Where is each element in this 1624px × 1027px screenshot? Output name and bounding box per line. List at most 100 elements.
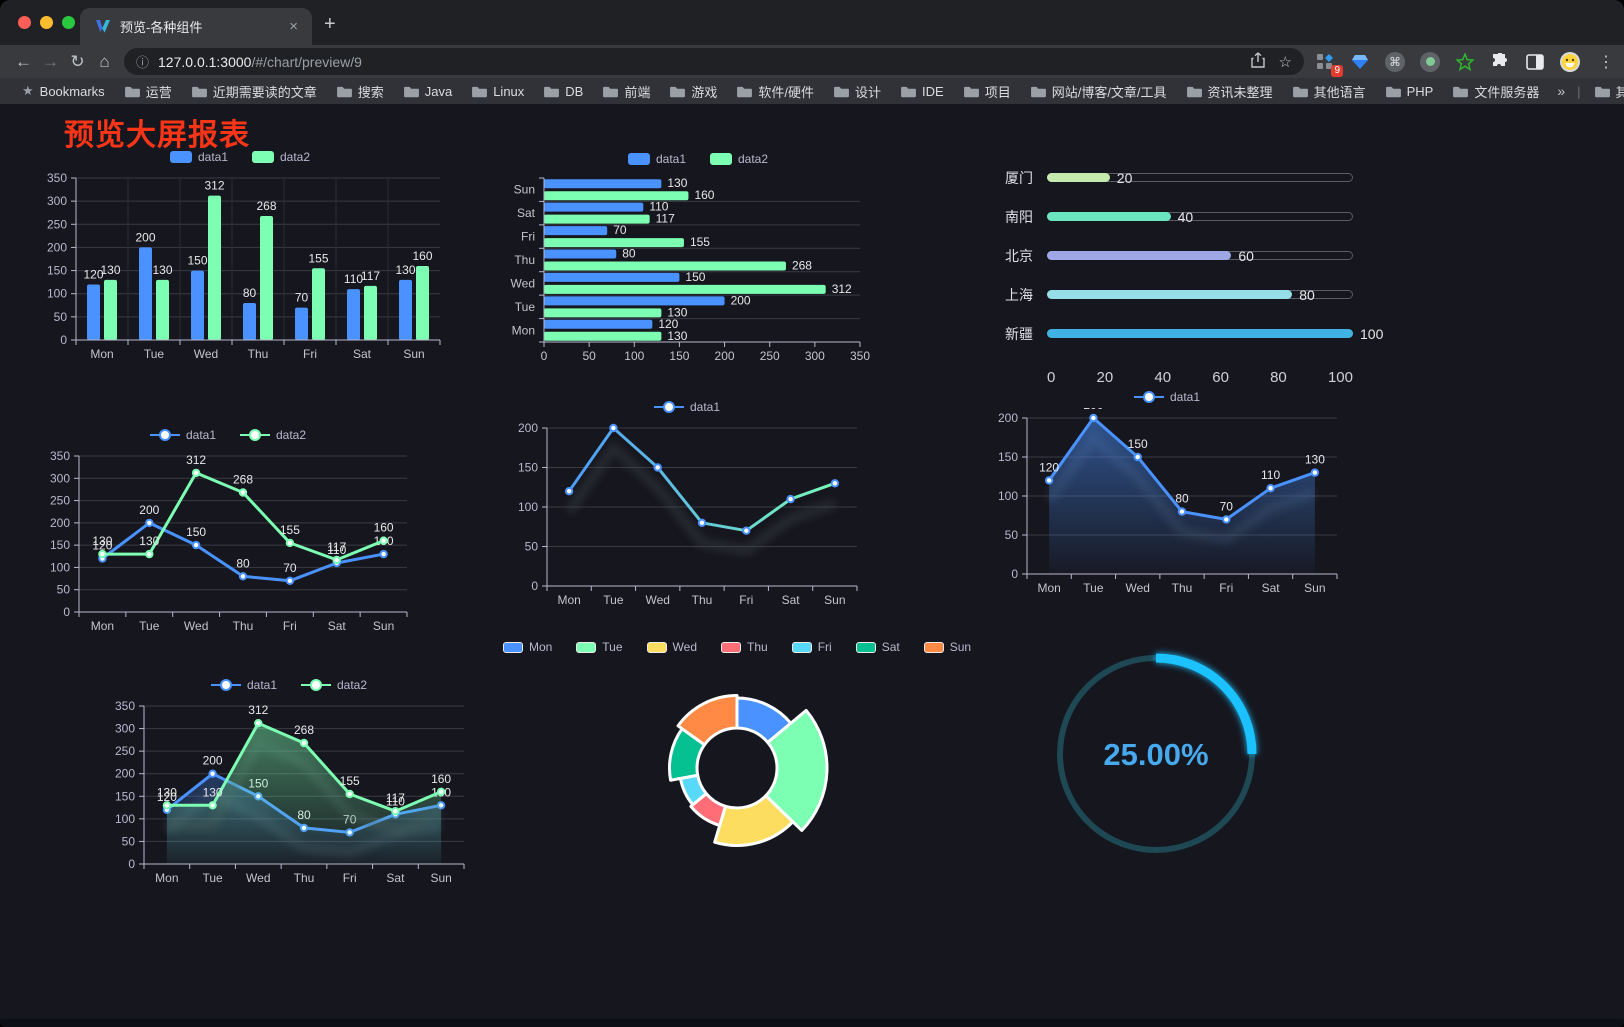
browser-tab[interactable]: 预览-各种组件 × xyxy=(80,8,312,45)
legend-item[interactable]: data2 xyxy=(710,152,768,166)
browser-menu-icon[interactable]: ⋮ xyxy=(1598,53,1614,71)
chart-grouped-bar-horizontal: data1 data2 0 50 100 150 200 250 300 350 120 200 150… xyxy=(500,148,896,368)
url-host: 127.0.0.1:3000 xyxy=(158,53,252,70)
legend-item[interactable]: data2 xyxy=(252,150,310,164)
profile-avatar[interactable] xyxy=(1559,51,1581,73)
bookmark-item[interactable]: 游戏 xyxy=(662,80,725,103)
bookmark-item[interactable]: 设计 xyxy=(826,80,889,103)
svg-text:312: 312 xyxy=(204,179,224,193)
bookmarks-bar: ★ Bookmarks 运营 近期需要读的文章 搜索 Java Linux DB 前端 游戏 软件/… xyxy=(0,78,1624,104)
legend-item[interactable]: Mon xyxy=(502,640,552,654)
bookmark-item[interactable]: Linux xyxy=(464,82,532,101)
bookmark-item[interactable]: Java xyxy=(396,82,460,101)
bookmark-item[interactable]: 运营 xyxy=(117,80,180,103)
new-tab-button[interactable]: + xyxy=(324,13,336,35)
svg-text:200: 200 xyxy=(203,754,223,768)
gem-extension-icon[interactable] xyxy=(1349,51,1371,73)
legend-item[interactable]: Wed xyxy=(646,640,697,654)
other-bookmarks[interactable]: 其他书签 xyxy=(1587,80,1624,103)
bookmark-item[interactable]: 前端 xyxy=(595,80,658,103)
legend-item[interactable]: Sat xyxy=(855,640,900,654)
progress-track: 40 xyxy=(1047,209,1353,225)
sidebar-icon[interactable] xyxy=(1524,51,1546,73)
pie-slice[interactable] xyxy=(764,708,829,832)
svg-text:0: 0 xyxy=(128,857,135,871)
bookmark-item[interactable]: ★ Bookmarks xyxy=(22,83,105,99)
bookmark-star-icon[interactable]: ☆ xyxy=(1278,53,1292,71)
site-info-icon[interactable]: ⓘ xyxy=(136,55,150,70)
legend-item[interactable]: data1 xyxy=(169,150,228,164)
recorder-extension-icon[interactable] xyxy=(1419,51,1441,73)
svg-text:120: 120 xyxy=(1039,460,1059,474)
chart-grouped-bar-vertical: data1 data2 0 50 100 150 200 250 300 350 120 200 150… xyxy=(30,146,450,366)
bookmark-item[interactable]: 资讯未整理 xyxy=(1179,80,1281,103)
svg-text:Fri: Fri xyxy=(343,871,357,885)
folder-icon xyxy=(901,86,916,97)
progress-value: 40 xyxy=(1177,208,1194,225)
legend-item[interactable]: data1 xyxy=(1133,390,1200,404)
bookmark-item[interactable]: 项目 xyxy=(956,80,1019,103)
bookmarks-overflow-icon[interactable]: » xyxy=(1557,83,1566,99)
pie-slice[interactable] xyxy=(676,694,739,747)
bookmark-item[interactable]: 软件/硬件 xyxy=(729,80,822,103)
legend-item[interactable]: data2 xyxy=(301,678,367,692)
bookmark-item[interactable]: 网站/博客/文章/工具 xyxy=(1023,80,1175,103)
progress-label: 新疆 xyxy=(1005,325,1033,342)
bookmark-item[interactable]: 文件服务器 xyxy=(1445,80,1547,103)
svg-text:160: 160 xyxy=(374,521,394,535)
minimize-window-button[interactable] xyxy=(40,16,53,29)
svg-text:100: 100 xyxy=(998,489,1018,503)
svg-text:Wed: Wed xyxy=(645,593,669,607)
bookmarks-divider: | xyxy=(1577,83,1581,99)
bar-chart-canvas: 0 50 100 150 200 250 300 350 120 200 150 80 70 110 130… xyxy=(47,171,441,361)
legend-item[interactable]: data2 xyxy=(240,428,306,442)
svg-text:Sat: Sat xyxy=(1262,581,1281,595)
green-star-extension-icon[interactable] xyxy=(1454,51,1476,73)
chart-legend: data1 data2 xyxy=(500,148,896,170)
line-chart-canvas: 0 50 100 150 200 Mon Tue Wed Thu Fri Sat Sun 120 200 1… xyxy=(998,408,1338,595)
pie-slice[interactable] xyxy=(689,792,727,827)
legend-item[interactable]: Thu xyxy=(721,640,768,654)
svg-text:Thu: Thu xyxy=(248,347,269,361)
forward-icon[interactable]: → xyxy=(42,51,59,71)
command-extension-icon[interactable]: ⌘ xyxy=(1384,51,1406,73)
svg-text:155: 155 xyxy=(690,235,710,249)
legend-item[interactable]: data1 xyxy=(149,428,216,442)
svg-text:200: 200 xyxy=(135,230,155,244)
share-icon[interactable] xyxy=(1250,51,1265,72)
back-icon[interactable]: ← xyxy=(15,51,32,71)
folder-icon xyxy=(834,86,849,97)
bookmark-item[interactable]: 近期需要读的文章 xyxy=(184,80,325,103)
chart-line-two-series: data1 data2 0 50 100 150 200 250 300 350 Mon Tue Wed… xyxy=(35,424,421,638)
progress-row: 南阳 40 xyxy=(1005,197,1353,236)
pie-slice[interactable] xyxy=(713,794,795,847)
legend-item[interactable]: data1 xyxy=(653,400,720,414)
svg-text:120: 120 xyxy=(157,790,177,804)
chart-legend: data1 data2 xyxy=(35,424,421,446)
legend-item[interactable]: Tue xyxy=(576,640,623,654)
bookmark-item[interactable]: 其他语言 xyxy=(1285,80,1374,103)
svg-text:300: 300 xyxy=(47,194,67,208)
legend-item[interactable]: Fri xyxy=(791,640,832,654)
svg-text:Wed: Wed xyxy=(246,871,270,885)
legend-item[interactable]: Sun xyxy=(923,640,971,654)
zoom-window-button[interactable] xyxy=(62,16,75,29)
legend-item[interactable]: data1 xyxy=(210,678,277,692)
bookmark-item[interactable]: 搜索 xyxy=(329,80,392,103)
folder-icon xyxy=(1030,86,1046,97)
address-bar[interactable]: ⓘ 127.0.0.1:3000/#/chart/preview/9 ☆ xyxy=(124,48,1304,75)
close-window-button[interactable] xyxy=(18,16,31,29)
tab-close-icon[interactable]: × xyxy=(289,18,298,35)
legend-item[interactable]: data1 xyxy=(627,152,686,166)
svg-text:150: 150 xyxy=(998,450,1018,464)
bookmark-item[interactable]: DB xyxy=(536,82,591,101)
bookmark-item[interactable]: IDE xyxy=(893,82,952,101)
extensions-puzzle-icon[interactable] xyxy=(1489,51,1511,73)
reload-icon[interactable]: ↻ xyxy=(70,51,85,71)
svg-text:70: 70 xyxy=(295,291,309,305)
tab-groups-extension-icon[interactable]: 9 xyxy=(1314,51,1343,77)
bookmark-item[interactable]: PHP xyxy=(1378,82,1442,101)
home-icon[interactable]: ⌂ xyxy=(99,51,110,71)
folder-icon xyxy=(737,86,753,97)
